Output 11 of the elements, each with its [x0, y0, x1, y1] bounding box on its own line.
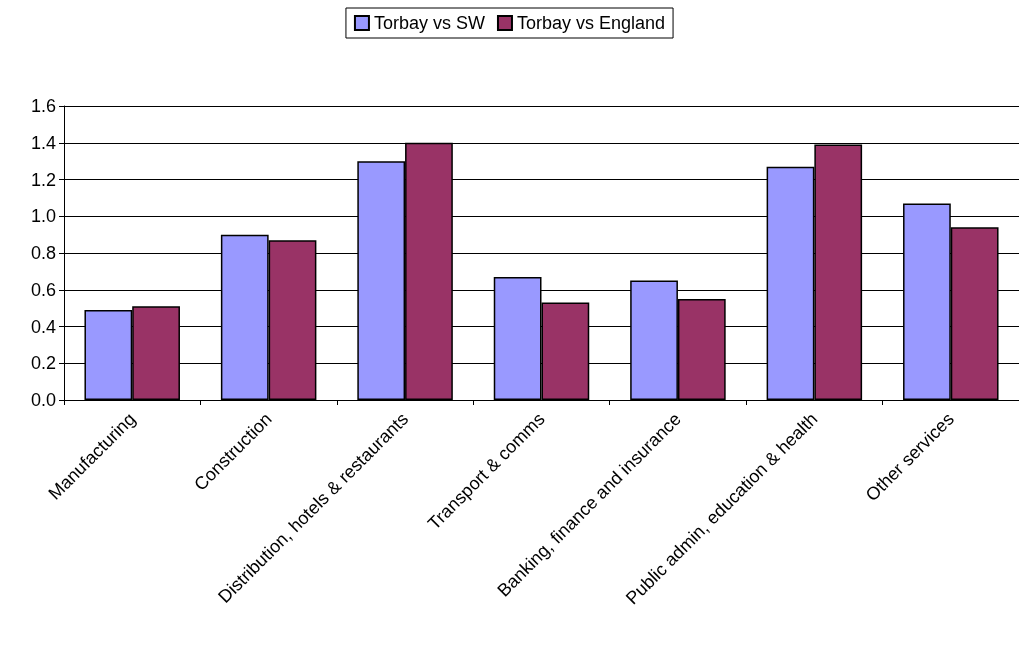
y-tick-label: 0.8 [30, 243, 56, 263]
y-tick-label: 1.2 [30, 169, 56, 190]
legend-label: Torbay vs England [516, 13, 666, 33]
legend-label: Torbay vs SW [373, 13, 485, 33]
y-tick-label: 0.4 [30, 316, 56, 337]
y-tick-label: 1.4 [30, 132, 56, 153]
y-tick-label: 1.0 [30, 206, 56, 227]
y-tick-label: 0.6 [30, 279, 56, 300]
y-tick-label: 0.2 [30, 353, 56, 374]
y-tick-label: 1.6 [30, 96, 56, 116]
y-tick-label: 0.0 [30, 390, 56, 410]
